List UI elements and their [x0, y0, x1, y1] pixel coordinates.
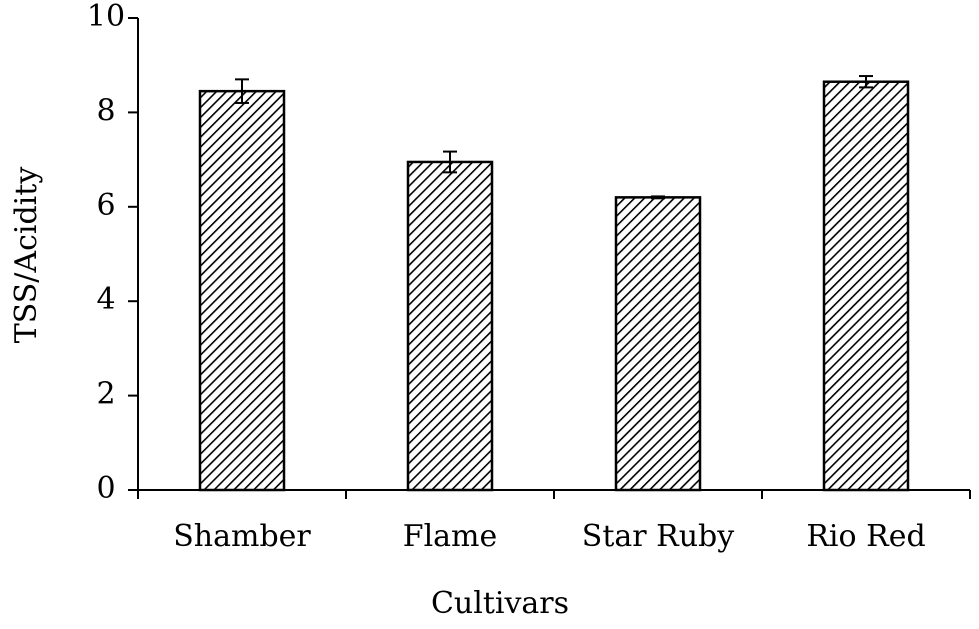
y-tick-label: 2 [96, 377, 115, 412]
error-bar [443, 150, 457, 174]
y-axis-label: TSS/Acidity [9, 167, 44, 344]
bar [406, 160, 494, 492]
error-bar [651, 195, 665, 200]
y-tick-label: 8 [96, 93, 115, 128]
y-tick-label: 6 [96, 188, 115, 223]
error-bar [859, 75, 873, 89]
x-tick-label: Rio Red [806, 519, 925, 554]
x-axis-label: Cultivars [431, 586, 569, 621]
bar [198, 89, 286, 492]
y-tick-label: 4 [96, 282, 115, 317]
x-tick-label: Star Ruby [582, 519, 734, 554]
error-bar [235, 78, 249, 104]
x-tick-label: Shamber [173, 519, 311, 554]
x-tick-label: Flame [403, 519, 498, 554]
y-tick-label: 10 [87, 0, 125, 34]
bar [614, 196, 702, 492]
y-tick-label: 0 [96, 471, 115, 506]
bar [822, 80, 910, 492]
